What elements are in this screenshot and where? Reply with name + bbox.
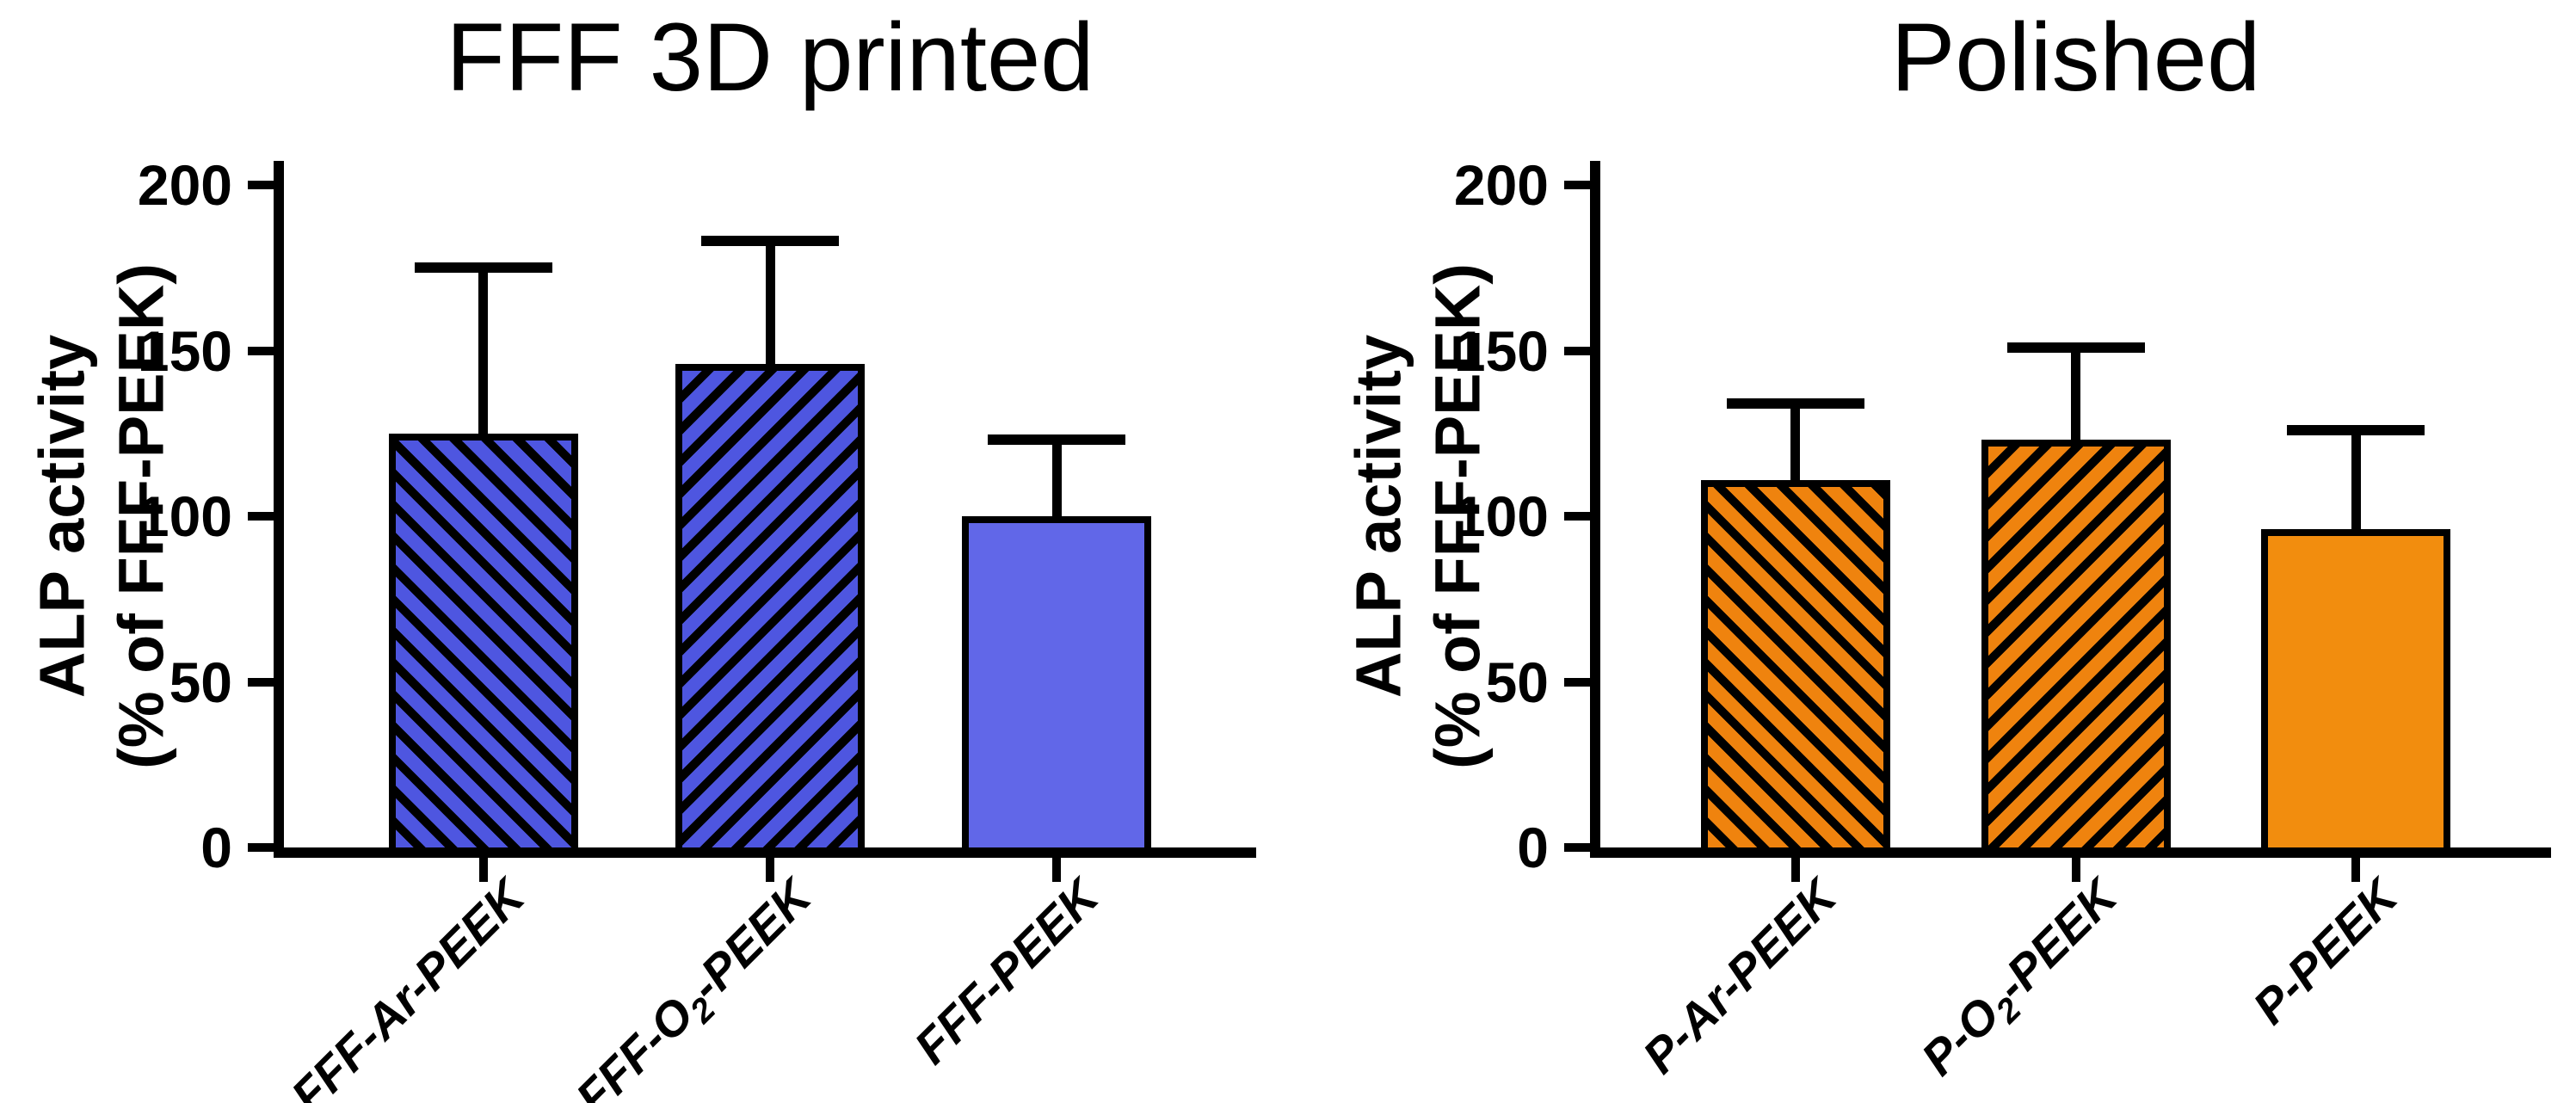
x-label-p-o2-peek: P-O2-PEEK [1910,869,2128,1086]
y-tick-label-200: 200 [137,153,232,217]
error-bar-cap-fff-ar-peek [414,262,552,274]
y-tick-50 [1564,677,1590,687]
y-tick-label-100: 100 [1453,484,1549,548]
y-tick-label-150: 150 [137,318,232,383]
error-bar-stem-fff-o2-peek [765,241,775,385]
x-tick-fff-o2-peek [766,858,774,882]
error-bar-cap-fff-peek [988,434,1126,446]
y-axis [274,161,284,858]
bar-p-o2-peek [1981,440,2171,856]
error-bar-cap-p-peek [2287,424,2425,435]
y-tick-50 [248,677,274,687]
x-tick-fff-ar-peek [478,858,488,882]
error-bar-cap-p-o2-peek [2006,342,2145,353]
y-tick-0 [248,843,274,852]
y-tick-label-50: 50 [169,650,232,714]
bar-fff-peek [962,516,1152,856]
x-axis [274,847,1256,858]
bar-fff-o2-peek [675,363,865,856]
chart-title: Polished [1890,3,2261,111]
x-tick-fff-peek [1052,858,1062,882]
y-tick-200 [1564,181,1590,189]
y-tick-label-0: 0 [1517,816,1549,879]
chart-title: FFF 3D printed [446,3,1094,111]
y-tick-100 [1564,512,1590,521]
error-bar-cap-fff-o2-peek [701,236,839,247]
error-bar-stem-p-ar-peek [1790,404,1801,501]
y-tick-200 [248,181,274,189]
error-bar-stem-p-o2-peek [2071,347,2080,461]
bar-fff-ar-peek [388,433,578,856]
error-bar-cap-p-ar-peek [1726,398,1864,410]
y-tick-0 [1564,843,1590,852]
y-tick-label-0: 0 [200,816,232,879]
error-bar-stem-p-peek [2351,429,2361,551]
y-tick-label-200: 200 [1453,153,1549,217]
y-tick-label-150: 150 [1453,318,1549,383]
y-tick-label-100: 100 [137,484,232,548]
x-label-p-peek: P-PEEK [2242,869,2408,1035]
y-axis [1590,161,1600,858]
y-tick-label-50: 50 [1485,650,1549,714]
x-tick-p-ar-peek [1790,858,1800,882]
y-tick-150 [248,346,274,355]
y-tick-150 [1564,346,1590,355]
bar-p-ar-peek [1700,479,1890,856]
x-tick-p-peek [2351,858,2361,882]
x-label-p-ar-peek: P-Ar-PEEK [1632,869,1847,1084]
x-axis [1590,847,2551,858]
error-bar-stem-fff-ar-peek [478,268,489,454]
y-tick-100 [248,512,274,521]
bar-p-peek [2261,529,2451,856]
error-bar-stem-fff-peek [1051,440,1062,537]
x-tick-p-o2-peek [2071,858,2080,882]
